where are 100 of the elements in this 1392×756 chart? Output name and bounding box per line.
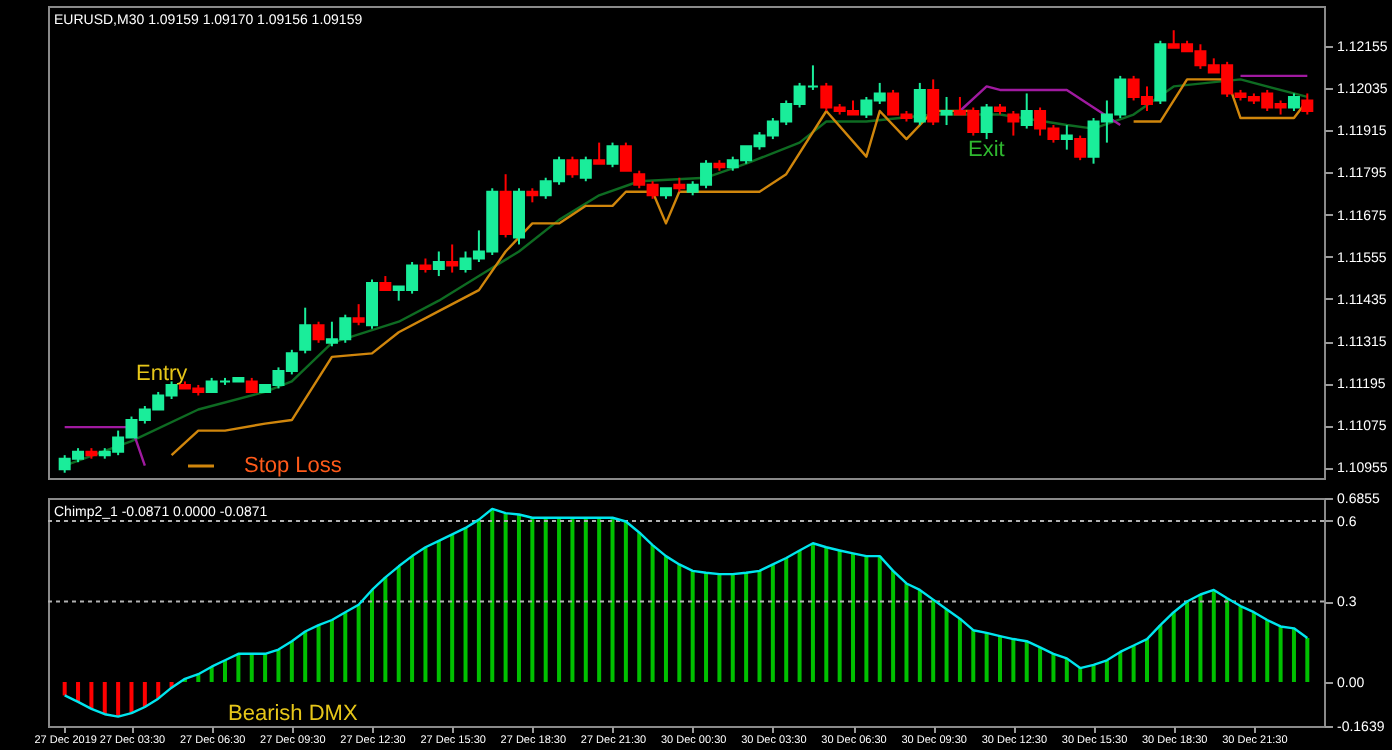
candlestick xyxy=(312,320,325,344)
candlestick xyxy=(1074,134,1087,162)
bar xyxy=(730,574,735,683)
bar xyxy=(957,618,962,683)
bar xyxy=(490,508,495,683)
bar xyxy=(129,682,134,714)
bar xyxy=(944,609,949,683)
candlestick xyxy=(352,303,365,327)
bar xyxy=(677,564,682,683)
bar xyxy=(1091,664,1096,683)
candlestick xyxy=(512,187,525,246)
bar xyxy=(1131,645,1136,683)
bar xyxy=(1024,641,1029,683)
bar xyxy=(1051,653,1056,683)
bar xyxy=(410,556,415,683)
bar xyxy=(690,570,695,683)
bar xyxy=(984,632,989,683)
bar xyxy=(396,566,401,683)
bar xyxy=(824,547,829,683)
bar xyxy=(329,620,334,683)
candlestick xyxy=(1060,124,1073,151)
bar xyxy=(637,532,642,683)
candlestick xyxy=(432,250,445,278)
bar xyxy=(770,564,775,683)
bar xyxy=(931,599,936,683)
bar xyxy=(89,682,94,709)
candlestick xyxy=(593,141,606,165)
bar xyxy=(316,625,321,683)
bar xyxy=(263,653,268,683)
bar xyxy=(1198,594,1203,683)
bar xyxy=(463,527,468,683)
bar xyxy=(971,630,976,683)
bar xyxy=(1238,606,1243,683)
bar xyxy=(102,682,107,715)
bar xyxy=(1171,612,1176,683)
bar xyxy=(370,589,374,683)
bar xyxy=(1211,589,1216,683)
bar xyxy=(1158,625,1163,683)
bar xyxy=(717,574,722,683)
bar xyxy=(704,572,709,683)
bar xyxy=(530,517,535,683)
bar xyxy=(877,556,882,683)
candlestick xyxy=(940,95,953,127)
bar xyxy=(1144,639,1149,683)
bar xyxy=(1118,651,1123,683)
candlestick xyxy=(606,141,619,169)
candlestick xyxy=(619,141,632,172)
bar xyxy=(1104,660,1109,683)
bar xyxy=(142,682,147,707)
candlestick xyxy=(927,78,940,127)
bar xyxy=(1305,637,1310,683)
bar xyxy=(303,631,308,683)
bar xyxy=(998,636,1002,683)
candlestick xyxy=(566,155,579,179)
bar xyxy=(1225,598,1230,683)
annotation: Exit xyxy=(968,138,1005,162)
bar xyxy=(223,660,228,683)
candlestick xyxy=(446,243,459,274)
bar xyxy=(557,517,562,683)
bar xyxy=(236,653,241,683)
bar xyxy=(1265,620,1270,683)
candlestick xyxy=(1020,92,1033,130)
bar xyxy=(62,682,67,696)
bar xyxy=(570,517,575,683)
legend-label: Stop Loss xyxy=(244,454,343,478)
bar xyxy=(810,543,815,683)
bar xyxy=(1251,612,1256,683)
bar xyxy=(116,682,121,717)
bar xyxy=(503,513,508,683)
bar xyxy=(1278,626,1283,683)
candlestick xyxy=(1007,110,1020,137)
bar xyxy=(249,653,254,683)
bar xyxy=(1185,601,1190,683)
bar xyxy=(623,521,628,683)
bar xyxy=(209,666,214,683)
bar xyxy=(663,556,668,683)
bar xyxy=(650,545,655,683)
bar xyxy=(423,547,428,683)
candlestick xyxy=(913,81,926,127)
bar xyxy=(1291,628,1296,683)
bar xyxy=(904,583,909,683)
annotation: Bearish DMX xyxy=(228,702,359,726)
bar xyxy=(864,556,869,683)
candlestick xyxy=(499,173,512,239)
candlestick xyxy=(980,102,993,141)
bar xyxy=(543,517,548,683)
bar xyxy=(610,517,615,683)
bar xyxy=(343,612,348,683)
bar xyxy=(837,550,842,683)
bar xyxy=(757,570,762,683)
bar xyxy=(289,641,294,683)
bar xyxy=(1038,647,1043,683)
bar xyxy=(356,604,361,683)
bar xyxy=(516,514,521,683)
bar xyxy=(597,517,602,683)
bar xyxy=(917,589,922,683)
bar xyxy=(1064,658,1069,683)
bar xyxy=(744,572,749,683)
annotation: Entry xyxy=(136,362,189,386)
bar xyxy=(797,550,802,683)
